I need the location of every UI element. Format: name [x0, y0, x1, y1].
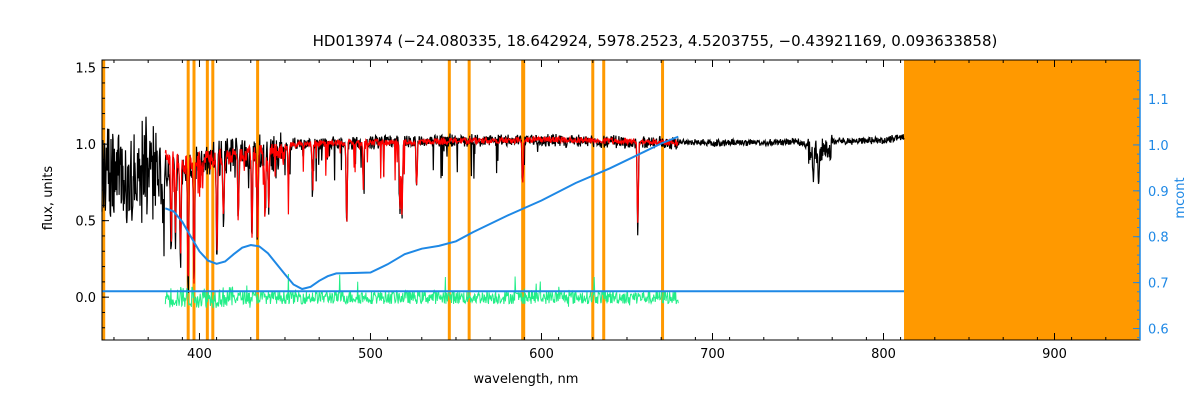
y2-tick-label: 0.9	[1148, 185, 1169, 200]
y2-tick-label: 1.0	[1148, 139, 1169, 154]
mask-line	[602, 60, 606, 340]
mask-line	[447, 60, 451, 340]
y-tick-label: 0.5	[75, 215, 96, 230]
chart-title: HD013974 (−24.080335, 18.642924, 5978.25…	[313, 32, 998, 50]
series-continuum	[164, 135, 679, 291]
x-tick-label: 500	[358, 347, 383, 362]
mask-line	[186, 60, 190, 340]
mask-line	[467, 60, 471, 340]
y-axis-label: flux, units	[41, 166, 56, 231]
series-residual	[164, 273, 679, 309]
y2-tick-label: 1.1	[1148, 93, 1169, 108]
y-tick-label: 1.0	[75, 138, 96, 153]
y-tick-label: 0.0	[75, 291, 96, 306]
x-tick-label: 700	[700, 347, 725, 362]
masked-band	[904, 60, 1140, 340]
mask-layer	[102, 60, 1140, 340]
mask-line	[591, 60, 595, 340]
x-axis-label: wavelength, nm	[474, 372, 579, 387]
mask-line	[211, 60, 215, 340]
y2-tick-label: 0.6	[1148, 323, 1169, 338]
y2-tick-label: 0.8	[1148, 231, 1169, 246]
mask-line	[192, 60, 196, 340]
series-model	[164, 135, 679, 284]
mask-line	[205, 60, 209, 340]
y-tick-label: 1.5	[75, 62, 96, 77]
data-layer	[101, 116, 905, 309]
x-tick-label: 900	[1042, 347, 1067, 362]
y2-axis-label: mcont	[1173, 177, 1188, 218]
series-observed	[101, 116, 905, 293]
tick-layer: 400 500 600 700 800 900 0.0 0.5 1.0 1.5 0.6 0.7 0.8 0…	[75, 60, 1169, 362]
x-tick-label: 400	[187, 347, 212, 362]
mask-line	[661, 60, 665, 340]
y2-tick-label: 0.7	[1148, 277, 1169, 292]
mask-line	[522, 60, 526, 340]
x-tick-label: 600	[529, 347, 554, 362]
x-tick-label: 800	[871, 347, 896, 362]
